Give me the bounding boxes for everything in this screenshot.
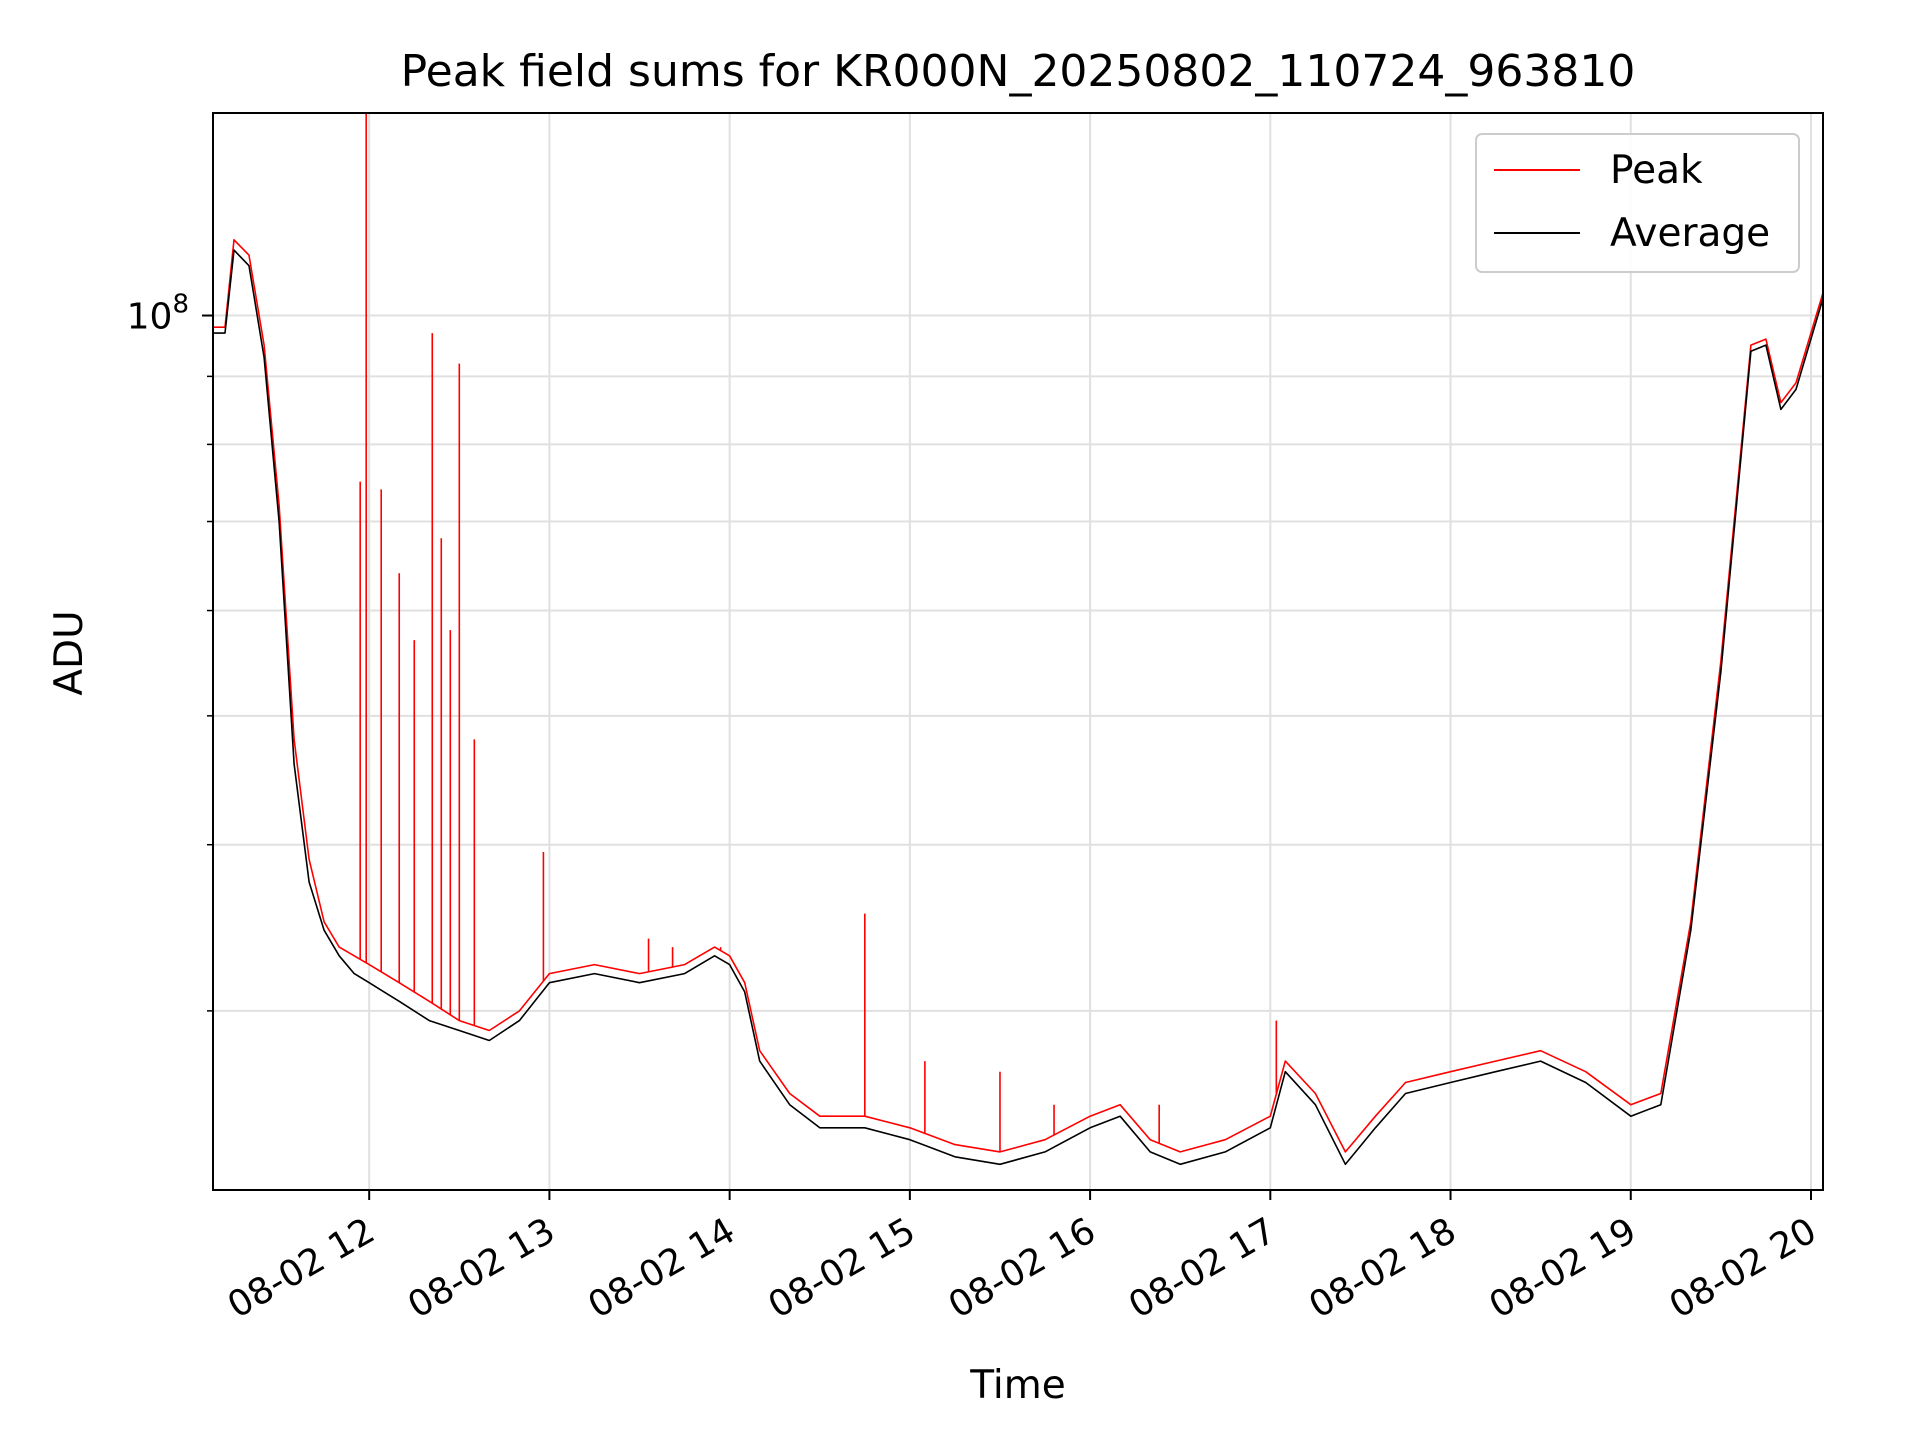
- series-line-peak: [213, 239, 1824, 1153]
- legend-label-peak: Peak: [1610, 148, 1703, 193]
- x-tick-label: 08-02 14: [581, 1210, 742, 1326]
- x-tick-label: 08-02 18: [1302, 1210, 1463, 1326]
- chart-title: Peak field sums for KR000N_20250802_1107…: [401, 46, 1636, 97]
- x-tick-label: 08-02 15: [762, 1210, 923, 1326]
- plot-frame: [212, 112, 1824, 1191]
- grid: [213, 113, 1823, 1190]
- x-tick-label: 08-02 17: [1122, 1210, 1283, 1326]
- x-axis-label: Time: [969, 1363, 1065, 1408]
- x-tick-label: 08-02 12: [221, 1210, 382, 1326]
- x-tick-label: 08-02 19: [1483, 1210, 1644, 1326]
- x-tick-label: 08-02 20: [1663, 1210, 1824, 1326]
- legend: Peak Average: [1475, 133, 1800, 273]
- y-axis-label: ADU: [47, 610, 92, 695]
- y-axis: 108: [127, 290, 213, 1012]
- legend-label-average: Average: [1610, 211, 1770, 256]
- x-axis: 08-02 12 08-02 13 08-02 14 08-02 15 08-02 16…: [221, 1190, 1823, 1327]
- series-layer: [213, 113, 1824, 1166]
- legend-box: [1475, 133, 1800, 273]
- series-line-average: [213, 249, 1824, 1166]
- x-tick-label: 08-02 16: [942, 1210, 1103, 1326]
- x-tick-label: 08-02 13: [401, 1210, 562, 1326]
- y-tick-label: 108: [127, 290, 189, 338]
